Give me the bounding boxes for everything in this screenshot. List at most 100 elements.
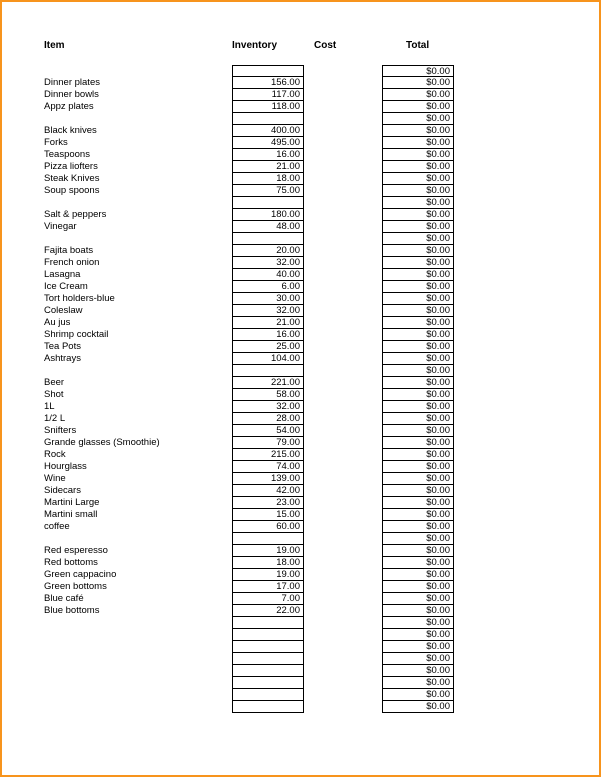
table-row: $0.00 — [44, 677, 565, 689]
table-row: Hourglass74.00$0.00 — [44, 461, 565, 473]
cell-inventory: 400.00 — [232, 125, 304, 137]
cell-total: $0.00 — [382, 593, 454, 605]
cell-total: $0.00 — [382, 137, 454, 149]
cell-item: Red bottoms — [44, 557, 232, 569]
cell-item — [44, 113, 232, 125]
cell-total: $0.00 — [382, 197, 454, 209]
cell-cost — [304, 401, 382, 413]
cell-total: $0.00 — [382, 257, 454, 269]
cell-cost — [304, 449, 382, 461]
table-row: Teaspoons16.00$0.00 — [44, 149, 565, 161]
cell-total: $0.00 — [382, 401, 454, 413]
header-inventory: Inventory — [232, 40, 304, 51]
cell-cost — [304, 317, 382, 329]
table-row: Pizza liofters21.00$0.00 — [44, 161, 565, 173]
cell-cost — [304, 197, 382, 209]
cell-inventory: 32.00 — [232, 305, 304, 317]
cell-inventory: 21.00 — [232, 161, 304, 173]
cell-total: $0.00 — [382, 617, 454, 629]
cell-cost — [304, 461, 382, 473]
cell-inventory: 32.00 — [232, 401, 304, 413]
cell-item — [44, 653, 232, 665]
cell-inventory: 15.00 — [232, 509, 304, 521]
cell-inventory: 28.00 — [232, 413, 304, 425]
table-row: Grande glasses (Smoothie)79.00$0.00 — [44, 437, 565, 449]
cell-inventory — [232, 665, 304, 677]
cell-item — [44, 677, 232, 689]
cell-item: Ice Cream — [44, 281, 232, 293]
cell-inventory: 32.00 — [232, 257, 304, 269]
cell-cost — [304, 209, 382, 221]
cell-total: $0.00 — [382, 665, 454, 677]
cell-inventory: 221.00 — [232, 377, 304, 389]
cell-total: $0.00 — [382, 305, 454, 317]
cell-item — [44, 617, 232, 629]
cell-cost — [304, 161, 382, 173]
table-row: $0.00 — [44, 665, 565, 677]
cell-item — [44, 701, 232, 713]
cell-item: Blue café — [44, 593, 232, 605]
cell-inventory: 16.00 — [232, 149, 304, 161]
table-row: Blue bottoms22.00$0.00 — [44, 605, 565, 617]
cell-inventory: 139.00 — [232, 473, 304, 485]
cell-item: Grande glasses (Smoothie) — [44, 437, 232, 449]
cell-cost — [304, 425, 382, 437]
cell-item: Lasagna — [44, 269, 232, 281]
header-cost: Cost — [304, 40, 382, 51]
cell-total: $0.00 — [382, 77, 454, 89]
table-row: Tort holders-blue30.00$0.00 — [44, 293, 565, 305]
cell-inventory — [232, 701, 304, 713]
cell-item: Green bottoms — [44, 581, 232, 593]
table-row: Steak Knives18.00$0.00 — [44, 173, 565, 185]
cell-item — [44, 665, 232, 677]
cell-total: $0.00 — [382, 437, 454, 449]
cell-item: Fajita boats — [44, 245, 232, 257]
cell-cost — [304, 629, 382, 641]
cell-item — [44, 689, 232, 701]
table-row: Coleslaw32.00$0.00 — [44, 305, 565, 317]
cell-inventory — [232, 629, 304, 641]
table-row: Blue café7.00$0.00 — [44, 593, 565, 605]
cell-total: $0.00 — [382, 473, 454, 485]
cell-total: $0.00 — [382, 389, 454, 401]
cell-item: Martini Large — [44, 497, 232, 509]
cell-total: $0.00 — [382, 173, 454, 185]
cell-item — [44, 641, 232, 653]
cell-inventory — [232, 689, 304, 701]
table-row: $0.00 — [44, 533, 565, 545]
cell-item: Shrimp cocktail — [44, 329, 232, 341]
cell-total: $0.00 — [382, 125, 454, 137]
cell-total: $0.00 — [382, 377, 454, 389]
cell-cost — [304, 305, 382, 317]
cell-item — [44, 233, 232, 245]
table-row: Shrimp cocktail16.00$0.00 — [44, 329, 565, 341]
cell-cost — [304, 149, 382, 161]
table-row: Dinner plates156.00$0.00 — [44, 77, 565, 89]
table-row: $0.00 — [44, 653, 565, 665]
table-row: $0.00 — [44, 197, 565, 209]
cell-inventory: 215.00 — [232, 449, 304, 461]
cell-inventory: 104.00 — [232, 353, 304, 365]
header-item: Item — [44, 40, 232, 51]
cell-item: Teaspoons — [44, 149, 232, 161]
cell-inventory: 75.00 — [232, 185, 304, 197]
cell-inventory — [232, 197, 304, 209]
table-row: $0.00 — [44, 65, 565, 77]
cell-item: Salt & peppers — [44, 209, 232, 221]
cell-total: $0.00 — [382, 101, 454, 113]
cell-inventory: 23.00 — [232, 497, 304, 509]
cell-item: Red esperesso — [44, 545, 232, 557]
cell-total: $0.00 — [382, 581, 454, 593]
table-row: Soup spoons75.00$0.00 — [44, 185, 565, 197]
cell-inventory: 17.00 — [232, 581, 304, 593]
cell-item: Blue bottoms — [44, 605, 232, 617]
cell-total: $0.00 — [382, 689, 454, 701]
cell-inventory: 20.00 — [232, 245, 304, 257]
table-row: $0.00 — [44, 365, 565, 377]
cell-inventory — [232, 677, 304, 689]
cell-item: Pizza liofters — [44, 161, 232, 173]
cell-total: $0.00 — [382, 293, 454, 305]
cell-cost — [304, 257, 382, 269]
cell-item: Snifters — [44, 425, 232, 437]
cell-total: $0.00 — [382, 65, 454, 77]
